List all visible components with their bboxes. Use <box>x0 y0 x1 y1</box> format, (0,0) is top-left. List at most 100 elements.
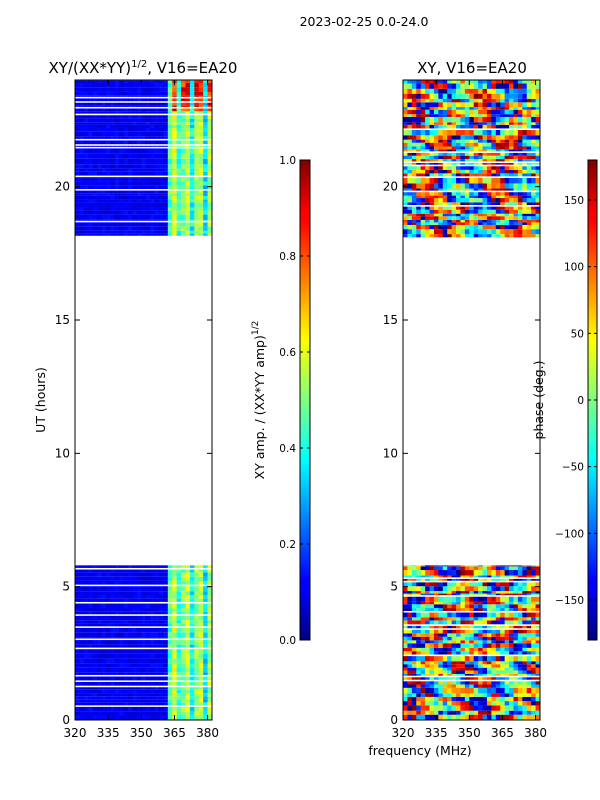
heatmap-cell <box>75 185 80 190</box>
heatmap-cell <box>141 111 147 114</box>
heatmap-cell <box>207 127 213 132</box>
heatmap-cell <box>132 177 138 182</box>
heatmap-cell <box>420 643 426 648</box>
heatmap-cell <box>460 88 466 94</box>
heatmap-cell <box>189 136 195 139</box>
heatmap-cell <box>176 640 182 645</box>
heatmap-cell <box>411 651 417 655</box>
heatmap-cell <box>403 166 408 170</box>
heatmap-cell <box>416 169 422 174</box>
heatmap-cell <box>163 158 169 165</box>
heatmap-cell <box>513 593 519 596</box>
heatmap-cell <box>464 188 470 191</box>
heatmap-cell <box>504 195 510 199</box>
heatmap-cell <box>482 177 488 184</box>
heatmap-cell <box>132 185 138 190</box>
heatmap-cell <box>504 142 510 147</box>
heatmap-cell <box>176 667 182 673</box>
heatmap-cell <box>442 625 448 629</box>
heatmap-cell <box>194 108 200 112</box>
heatmap-cell <box>128 214 133 220</box>
heatmap-cell <box>411 146 417 150</box>
heatmap-cell <box>123 667 129 673</box>
heatmap-cell <box>176 193 182 196</box>
heatmap-cell <box>522 570 528 576</box>
heatmap-cell <box>136 576 142 581</box>
heatmap-cell <box>491 206 497 210</box>
heatmap-cell <box>176 569 182 573</box>
heatmap-cell <box>517 684 523 688</box>
heatmap-cell <box>88 195 94 200</box>
heatmap-cell <box>464 83 470 89</box>
heatmap-cell <box>114 202 120 208</box>
heatmap-cell <box>79 580 85 585</box>
heatmap-cell <box>486 173 492 177</box>
heatmap-cell <box>433 122 439 125</box>
heatmap-cell <box>442 687 448 694</box>
heatmap-cell <box>154 608 160 612</box>
heatmap-cell <box>513 636 519 641</box>
heatmap-cell <box>495 591 501 594</box>
heatmap-cell <box>101 219 107 221</box>
heatmap-cell <box>491 612 497 618</box>
heatmap-cell <box>141 603 147 609</box>
heatmap-cell <box>203 118 208 123</box>
heatmap-cell <box>198 158 204 165</box>
heatmap-cell <box>167 118 173 123</box>
heatmap-cell <box>403 198 408 203</box>
heatmap-cell <box>407 582 413 587</box>
heatmap-cell <box>447 656 453 662</box>
heatmap-cell <box>141 715 147 720</box>
heatmap-cell <box>123 207 129 211</box>
heatmap-cell <box>531 206 536 210</box>
heatmap-cell <box>198 219 204 221</box>
heatmap-cell <box>469 640 475 644</box>
heatmap-cell <box>526 102 532 108</box>
heatmap-cell <box>425 192 430 196</box>
heatmap-cell <box>456 656 461 662</box>
heatmap-cell <box>150 214 155 220</box>
heatmap-cell <box>509 224 514 230</box>
heatmap-cell <box>172 193 178 196</box>
heatmap-cell <box>495 629 501 634</box>
heatmap-cell <box>83 83 89 88</box>
heatmap-cell <box>486 633 492 637</box>
heatmap-cell <box>535 604 541 609</box>
heatmap-cell <box>114 572 120 577</box>
heatmap-cell <box>416 566 422 571</box>
heatmap-cell <box>114 667 120 673</box>
heatmap-cell <box>456 670 461 674</box>
heatmap-cell <box>110 591 116 596</box>
heatmap-cell <box>114 190 120 194</box>
heatmap-cell <box>500 647 506 652</box>
heatmap-cell <box>154 620 160 624</box>
heatmap-cell <box>456 677 461 680</box>
heatmap-cell <box>403 608 408 611</box>
heatmap-cell <box>189 672 195 675</box>
heatmap-cell <box>105 118 111 123</box>
heatmap-cell <box>181 207 186 211</box>
heatmap-cell <box>416 617 422 621</box>
heatmap-cell <box>154 681 160 686</box>
heatmap-cell <box>473 651 479 655</box>
heatmap-cell <box>447 198 453 203</box>
heatmap-cell <box>207 87 213 92</box>
heatmap-cell <box>101 127 107 132</box>
heatmap-cell <box>198 95 204 97</box>
heatmap-cell <box>429 122 435 125</box>
heatmap-cell <box>429 213 435 217</box>
heatmap-cell <box>411 710 417 715</box>
heatmap-cell <box>491 565 497 567</box>
heatmap-cell <box>522 122 528 125</box>
heatmap-cell <box>114 214 120 220</box>
heatmap-cell <box>500 142 506 147</box>
heatmap-cell <box>535 687 541 694</box>
heatmap-cell <box>101 102 107 106</box>
heatmap-cell <box>451 83 457 89</box>
heatmap-cell <box>75 672 80 675</box>
heatmap-cell <box>531 102 536 108</box>
heatmap-cell <box>189 87 195 92</box>
heatmap-cell <box>92 649 98 654</box>
heatmap-cell <box>92 663 98 668</box>
